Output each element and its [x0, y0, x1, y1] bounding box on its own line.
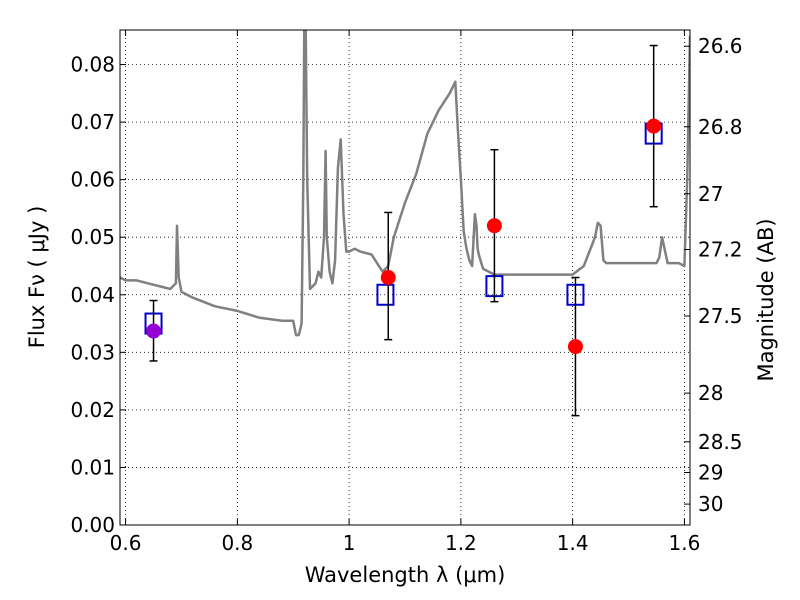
y2-tick-label: 27: [698, 182, 723, 206]
y2-tick-label: 27.5: [698, 304, 743, 328]
observed-flux-point: [567, 339, 583, 355]
x-tick-label: 1: [343, 531, 356, 555]
axis-ticks-layer: 0.6 0.8 1 1.2 1.4 1.6 0.00 0.01 0.02 0.03 0.04 0.05…: [70, 30, 743, 555]
plot-frame: [119, 29, 691, 526]
y-tick-label: 0.05: [70, 225, 115, 249]
y-tick-label: 0.01: [70, 455, 115, 479]
observed-flux-point: [646, 118, 662, 134]
observed-flux-point: [146, 323, 162, 339]
y2-tick-label: 29: [698, 461, 723, 485]
y-tick-label: 0.06: [70, 168, 115, 192]
x-tick-label: 1.2: [445, 531, 477, 555]
model-spectrum-line: [120, 30, 690, 337]
y2-tick-label: 28.5: [698, 430, 743, 454]
y-tick-label: 0.00: [70, 513, 115, 537]
y2-axis-label: Magnitude (AB): [754, 218, 778, 381]
model-spectrum-layer: [120, 30, 690, 337]
x-tick-label: 1.4: [557, 531, 589, 555]
y2-tick-label: 26.8: [698, 115, 743, 139]
observed-flux-point: [486, 218, 502, 234]
x-tick-label: 0.8: [221, 531, 253, 555]
y-tick-label: 0.04: [70, 283, 115, 307]
photometry-markers-layer: [144, 44, 663, 417]
y2-tick-label: 28: [698, 381, 723, 405]
y-tick-label: 0.02: [70, 398, 115, 422]
y-tick-label: 0.03: [70, 340, 115, 364]
y2-tick-label: 27.2: [698, 237, 743, 261]
x-tick-label: 0.6: [110, 531, 142, 555]
y-tick-label: 0.08: [70, 53, 115, 77]
model-photometry-box: [376, 283, 395, 306]
y2-tick-label: 26.6: [698, 34, 743, 58]
x-tick-label: 1.6: [669, 531, 701, 555]
y2-tick-label: 30: [698, 492, 723, 516]
observed-flux-point: [380, 270, 396, 285]
grid-lines: [120, 30, 690, 526]
y-axis-label: Flux Fν ( μJy ): [25, 206, 49, 349]
y-tick-label: 0.07: [70, 110, 115, 134]
x-axis-label: Wavelength λ (μm): [305, 563, 506, 587]
